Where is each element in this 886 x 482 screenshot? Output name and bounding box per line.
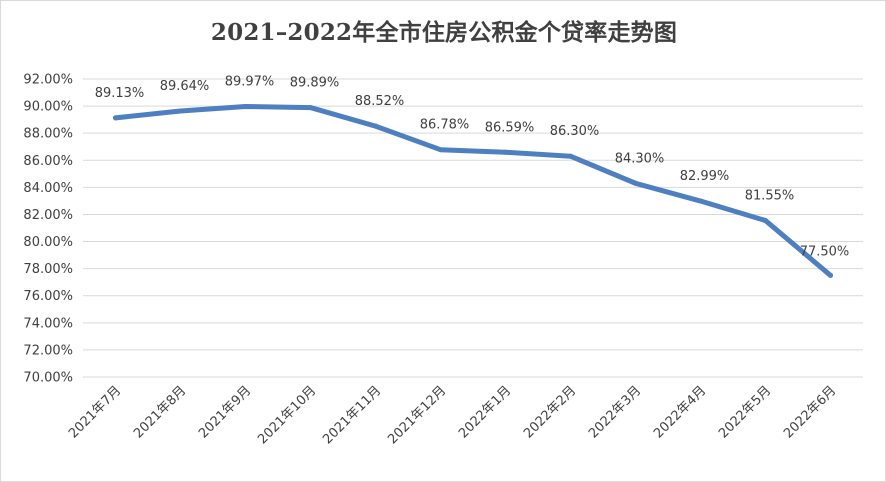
data-label: 77.50% (800, 244, 850, 259)
data-point (698, 198, 703, 204)
x-tick-label: 2021年10月 (255, 383, 319, 447)
data-label-layer: 89.13% 89.64% 89.97% 89.89% 88.52% 86.78% 86.5… (95, 74, 850, 259)
x-tick-label: 2022年5月 (716, 383, 774, 441)
y-tick-label: 84.00% (23, 181, 73, 196)
y-tick-label: 80.00% (23, 235, 73, 250)
x-tick-label: 2021年12月 (385, 383, 449, 447)
data-label: 86.30% (550, 124, 600, 139)
x-tick-label: 2022年4月 (651, 383, 709, 441)
data-label: 89.64% (160, 79, 210, 94)
x-tick-label: 2021年11月 (320, 383, 384, 447)
data-point (503, 149, 508, 155)
data-label: 81.55% (745, 189, 795, 204)
y-axis-ticks: 70.00% 72.00% 74.00% 76.00% 78.00% 80.00% 82.0… (23, 73, 73, 386)
y-tick-label: 78.00% (23, 262, 73, 277)
data-label: 82.99% (680, 169, 730, 184)
x-tick-label: 2021年9月 (196, 383, 254, 441)
y-tick-label: 76.00% (23, 289, 73, 304)
grid-layer (83, 78, 863, 378)
y-tick-label: 88.00% (23, 127, 73, 142)
y-tick-label: 70.00% (23, 371, 73, 386)
chart-title: 2021–2022年全市住房公积金个贷率走势图 (210, 19, 678, 46)
data-point (763, 218, 768, 224)
y-tick-label: 90.00% (23, 100, 73, 115)
x-axis-ticks: 2021年7月 2021年8月 2021年9月 2021年10月 2021年11月 202… (66, 383, 839, 447)
x-tick-label: 2022年3月 (586, 383, 644, 441)
data-point (633, 180, 638, 186)
series-line (113, 104, 833, 278)
y-tick-label: 82.00% (23, 208, 73, 223)
data-point (178, 108, 183, 114)
data-point (828, 272, 833, 278)
y-tick-label: 92.00% (23, 73, 73, 88)
data-label: 88.52% (355, 94, 405, 109)
data-label: 89.13% (95, 86, 145, 101)
data-point (113, 115, 118, 121)
data-point (308, 105, 313, 111)
y-tick-label: 86.00% (23, 154, 73, 169)
data-label: 84.30% (615, 151, 665, 166)
data-point (373, 123, 378, 129)
data-label: 89.97% (225, 74, 275, 89)
data-point (243, 103, 248, 109)
data-point (438, 147, 443, 153)
x-tick-label: 2022年1月 (456, 383, 514, 441)
y-tick-label: 72.00% (23, 343, 73, 358)
data-label: 89.89% (290, 76, 340, 91)
data-point (568, 153, 573, 159)
y-tick-label: 74.00% (23, 316, 73, 331)
x-tick-label: 2021年8月 (131, 383, 189, 441)
data-label: 86.59% (485, 120, 535, 135)
data-label: 86.78% (420, 118, 470, 133)
x-tick-label: 2021年7月 (66, 383, 124, 441)
x-tick-label: 2022年2月 (521, 383, 579, 441)
series-layer (113, 103, 833, 278)
x-tick-label: 2022年6月 (781, 383, 839, 441)
